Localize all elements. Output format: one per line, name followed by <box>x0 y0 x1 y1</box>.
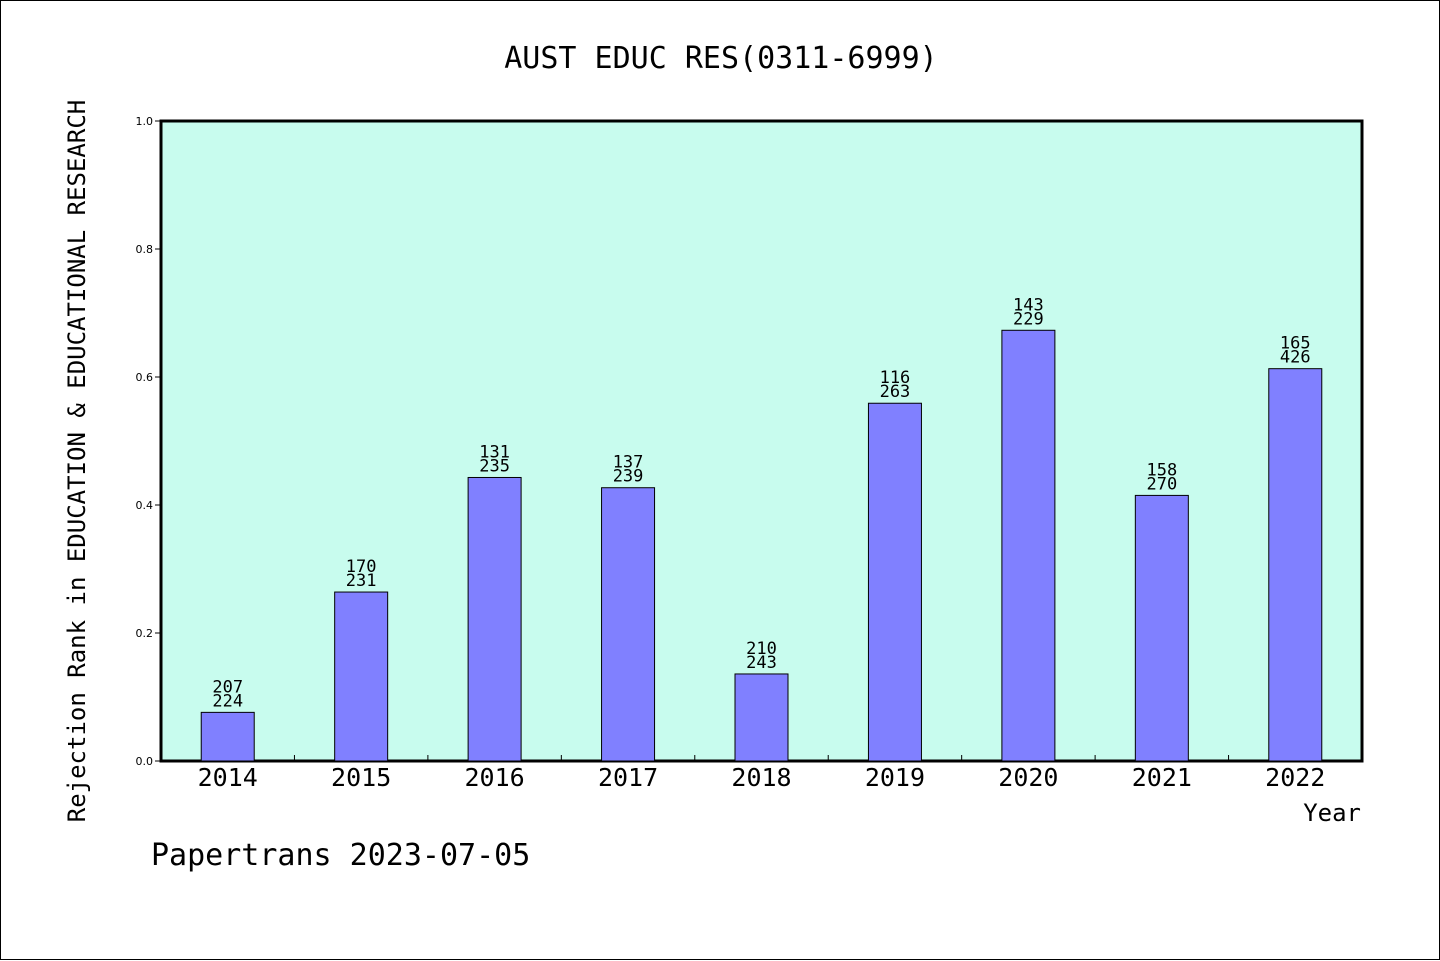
bar-2016 <box>467 476 522 762</box>
bar-2021 <box>1134 494 1189 762</box>
bar-label-top: 137 <box>613 453 644 473</box>
x-tick-label: 2014 <box>198 763 258 792</box>
bar-label-bottom: 224 <box>212 691 243 711</box>
bar-label-top: 143 <box>1013 295 1044 315</box>
bar-label-bottom: 231 <box>346 571 377 591</box>
bar-label-top: 207 <box>212 677 243 697</box>
x-tick-label: 2018 <box>731 763 791 792</box>
bar-2020 <box>1001 329 1056 762</box>
y-tick-label: 0.8 <box>136 243 154 256</box>
bar-label-bottom: 235 <box>479 456 510 476</box>
bar-label-bottom: 229 <box>1013 309 1044 329</box>
x-axis-ticks <box>293 755 1230 761</box>
bar-2019 <box>867 402 922 762</box>
bar-label-bottom: 270 <box>1146 474 1177 494</box>
x-tick-label: 2020 <box>998 763 1058 792</box>
x-axis-tick-labels: 2014 2015 2016 2017 2018 2019 2020 2021 2022 <box>198 763 1326 792</box>
chart-title: AUST EDUC RES(0311-6999) <box>504 41 937 76</box>
bar-label-top: 116 <box>880 368 911 388</box>
y-axis-ticks: 0.0 0.2 0.4 0.6 0.8 1.0 <box>136 115 161 768</box>
bars <box>200 329 1323 762</box>
y-tick-label: 0.4 <box>136 499 154 512</box>
bar-2015 <box>334 591 389 762</box>
bar-label-top: 170 <box>346 557 377 577</box>
bar-label-top: 210 <box>746 639 777 659</box>
bar-label-top: 165 <box>1280 334 1311 354</box>
x-tick-label: 2017 <box>598 763 658 792</box>
y-tick-label: 0.6 <box>136 371 154 384</box>
bar-label-bottom: 243 <box>746 653 777 673</box>
bar-label-bottom: 239 <box>613 467 644 487</box>
y-tick-label: 0.2 <box>136 627 154 640</box>
bar-2018 <box>734 673 789 762</box>
footer-credit: Papertrans 2023-07-05 <box>151 838 530 873</box>
bar-label-top: 131 <box>479 442 510 462</box>
bar-label-bottom: 426 <box>1280 348 1311 368</box>
bar-label-bottom: 263 <box>880 382 911 402</box>
x-tick-label: 2022 <box>1265 763 1325 792</box>
y-tick-label: 1.0 <box>136 115 154 128</box>
y-tick-label: 0.0 <box>136 755 154 768</box>
bar-2014 <box>200 711 255 762</box>
bar-2017 <box>601 487 656 762</box>
x-tick-label: 2016 <box>465 763 525 792</box>
x-tick-label: 2021 <box>1132 763 1192 792</box>
y-axis-label: Rejection Rank in EDUCATION & EDUCATIONA… <box>63 100 91 822</box>
bar-2022 <box>1268 368 1323 762</box>
x-tick-label: 2015 <box>331 763 391 792</box>
bar-label-top: 158 <box>1146 460 1177 480</box>
x-tick-label: 2019 <box>865 763 925 792</box>
x-axis-label: Year <box>1303 799 1361 827</box>
